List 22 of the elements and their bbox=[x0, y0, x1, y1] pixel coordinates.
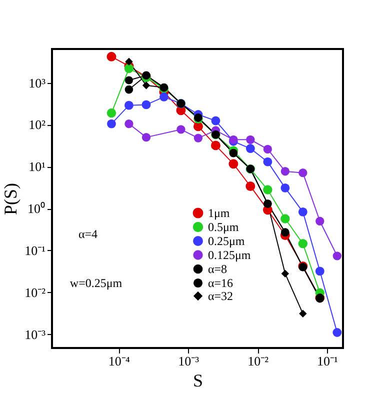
annotation: α=4 bbox=[78, 227, 98, 241]
x-tick-label: 10⁻² bbox=[248, 354, 269, 368]
y-tick-label: 10³ bbox=[28, 75, 46, 90]
y-tick-label: 10⁻¹ bbox=[24, 242, 46, 258]
y-tick-label: 10⁻³ bbox=[24, 326, 46, 342]
x-tick-label: 10⁻⁴ bbox=[108, 354, 130, 368]
x-axis-title: S bbox=[192, 370, 204, 390]
x-tick-label: 10⁻³ bbox=[178, 354, 200, 368]
y-tick-label: 10⁻² bbox=[24, 284, 46, 300]
legend-label: 0.5μm bbox=[208, 220, 240, 234]
legend-label: α=32 bbox=[208, 289, 234, 303]
legend-label: α=8 bbox=[208, 262, 228, 276]
legend-label: 0.25μm bbox=[208, 234, 246, 248]
legend-label: α=16 bbox=[208, 276, 234, 290]
y-tick-label: 10⁰ bbox=[28, 201, 46, 216]
x-tick-label: 10⁻¹ bbox=[317, 354, 338, 368]
y-tick-label: 10¹ bbox=[28, 159, 46, 174]
y-axis-title: P(S) bbox=[0, 182, 21, 216]
legend-label: 1μm bbox=[208, 206, 230, 220]
y-tick-label: 10² bbox=[28, 117, 46, 132]
annotation: w=0.25μm bbox=[70, 276, 123, 290]
legend-label: 0.125μm bbox=[208, 248, 252, 262]
